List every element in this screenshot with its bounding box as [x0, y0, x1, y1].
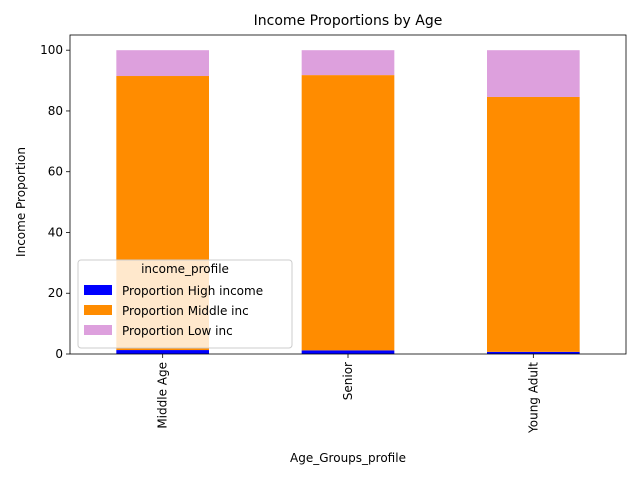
y-axis-label: Income Proportion	[14, 147, 28, 257]
legend: income_profile Proportion High incomePro…	[77, 259, 293, 349]
legend-label-1: Proportion High income	[122, 284, 263, 298]
legend-entries: Proportion High income Proportion Middle …	[84, 284, 263, 338]
bar-segment-2-3	[487, 96, 580, 352]
x-tick-label: Senior	[341, 362, 355, 400]
y-tick-label: 80	[48, 104, 63, 118]
x-axis-label: Age_Groups_profile	[290, 451, 406, 465]
y-tick-label: 0	[55, 347, 63, 361]
y-tick-label: 60	[48, 165, 63, 179]
legend-swatch-1	[84, 285, 112, 295]
bar-segment-1-2	[301, 350, 395, 354]
bar-segment-1-3	[487, 351, 580, 354]
legend-label-3: Proportion Low inc	[122, 324, 233, 338]
legend-label-2: Proportion Middle inc	[122, 304, 249, 318]
x-tick-label: Young Adult	[526, 362, 540, 434]
chart-title: Income Proportions by Age	[254, 13, 443, 29]
plot-area: 0 20 40 60 80 100 Middle Age Senior Young Adult	[40, 34, 627, 434]
bar-segment-3-2	[301, 50, 395, 76]
y-tick-label: 20	[48, 286, 63, 300]
legend-title: income_profile	[141, 262, 229, 276]
bar-segment-3-1	[116, 50, 209, 77]
y-tick-label: 40	[48, 225, 63, 239]
legend-swatch-3	[84, 325, 112, 335]
legend-frame	[77, 259, 293, 349]
bar-segment-2-2	[301, 75, 395, 351]
bar-segment-1-1	[116, 350, 209, 354]
y-tick-label: 100	[40, 43, 63, 57]
x-tick-label: Middle Age	[156, 362, 170, 429]
legend-swatch-2	[84, 305, 112, 315]
bar-segment-3-3	[487, 50, 580, 97]
